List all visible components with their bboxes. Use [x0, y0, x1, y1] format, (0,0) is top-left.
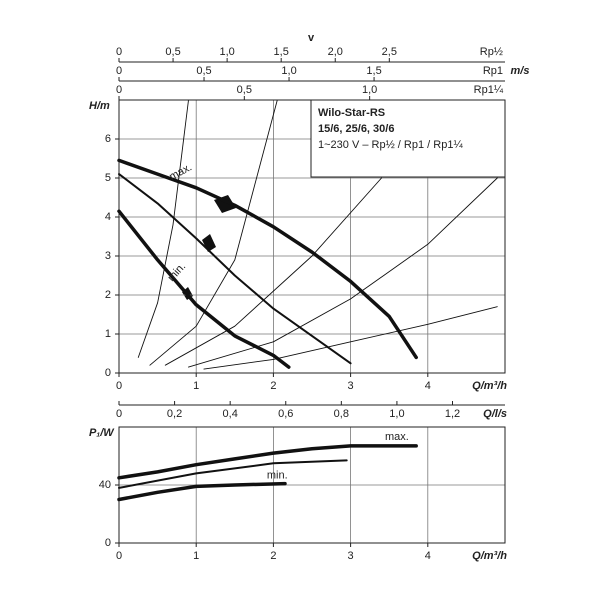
- velocity-label: v: [308, 32, 315, 44]
- velocity-unit: m/s: [511, 65, 530, 77]
- x-tick-label: 3: [348, 380, 354, 392]
- curve: [117, 209, 291, 369]
- curve: [149, 99, 278, 366]
- curve-label: min.: [267, 470, 288, 482]
- velocity-tick-label: 0,5: [165, 46, 180, 58]
- curve: [118, 173, 352, 365]
- velocity-tick-label: 0: [116, 46, 122, 58]
- x-tick-label: 4: [425, 550, 431, 562]
- x2-tick-label: 0,4: [223, 408, 238, 420]
- curve: [117, 481, 287, 502]
- marker: [202, 234, 216, 252]
- velocity-tick-label: 2,5: [382, 46, 397, 58]
- velocity-tick-label: 2,0: [328, 46, 343, 58]
- x-tick-label: 2: [270, 380, 276, 392]
- x2-axis-label: Q/l/s: [483, 408, 507, 420]
- x2-tick-label: 0,2: [167, 408, 182, 420]
- curve: [203, 306, 498, 370]
- x-tick-label: 3: [348, 550, 354, 562]
- velocity-tick-label: 0,5: [196, 65, 211, 77]
- velocity-tick-label: 0: [116, 65, 122, 77]
- x-tick-label: 1: [193, 550, 199, 562]
- title-line: 15/6, 25/6, 30/6: [318, 123, 394, 135]
- y-axis-label: P₁/W: [89, 427, 115, 439]
- velocity-tick-label: 1,0: [219, 46, 234, 58]
- curve: [188, 177, 498, 368]
- x-tick-label: 1: [193, 380, 199, 392]
- title-line: Wilo-Star-RS: [318, 107, 385, 119]
- x2-tick-label: 1,0: [389, 408, 404, 420]
- curve: [164, 177, 382, 366]
- title-line: 1~230 V – Rp½ / Rp1 / Rp1¼: [318, 139, 463, 151]
- x2-tick-label: 1,2: [445, 408, 460, 420]
- y-axis-label: H/m: [89, 100, 110, 112]
- pipe-size: Rp1¼: [474, 84, 504, 96]
- y-tick-label: 6: [105, 133, 111, 145]
- x-tick-label: 0: [116, 550, 122, 562]
- velocity-tick-label: 0,5: [237, 84, 252, 96]
- plot-frame: [118, 426, 506, 544]
- y-tick-label: 5: [105, 172, 111, 184]
- x-axis-label: Q/m³/h: [472, 550, 507, 562]
- velocity-tick-label: 1,5: [366, 65, 381, 77]
- y-tick-label: 4: [105, 211, 111, 223]
- y-tick-label: 2: [105, 289, 111, 301]
- x2-tick-label: 0,8: [334, 408, 349, 420]
- x-tick-label: 0: [116, 380, 122, 392]
- y-tick-label: 0: [105, 367, 111, 379]
- y-tick-label: 1: [105, 328, 111, 340]
- y-tick-label: 40: [99, 479, 111, 491]
- x-tick-label: 4: [425, 380, 431, 392]
- curve: [117, 158, 418, 360]
- velocity-tick-label: 1,0: [362, 84, 377, 96]
- curve: [118, 459, 348, 489]
- pipe-size: Rp1: [483, 65, 503, 77]
- title-box: [310, 99, 506, 178]
- x2-tick-label: 0,6: [278, 408, 293, 420]
- velocity-tick-label: 0: [116, 84, 122, 96]
- y-tick-label: 3: [105, 250, 111, 262]
- x-axis-label: Q/m³/h: [472, 380, 507, 392]
- x2-tick-label: 0: [116, 408, 122, 420]
- velocity-tick-label: 1,0: [281, 65, 296, 77]
- y-tick-label: 0: [105, 537, 111, 549]
- curve-label: max.: [385, 431, 409, 443]
- x-tick-label: 2: [270, 550, 276, 562]
- pipe-size: Rp½: [480, 46, 503, 58]
- velocity-tick-label: 1,5: [274, 46, 289, 58]
- curve: [117, 444, 418, 480]
- curve: [137, 99, 189, 358]
